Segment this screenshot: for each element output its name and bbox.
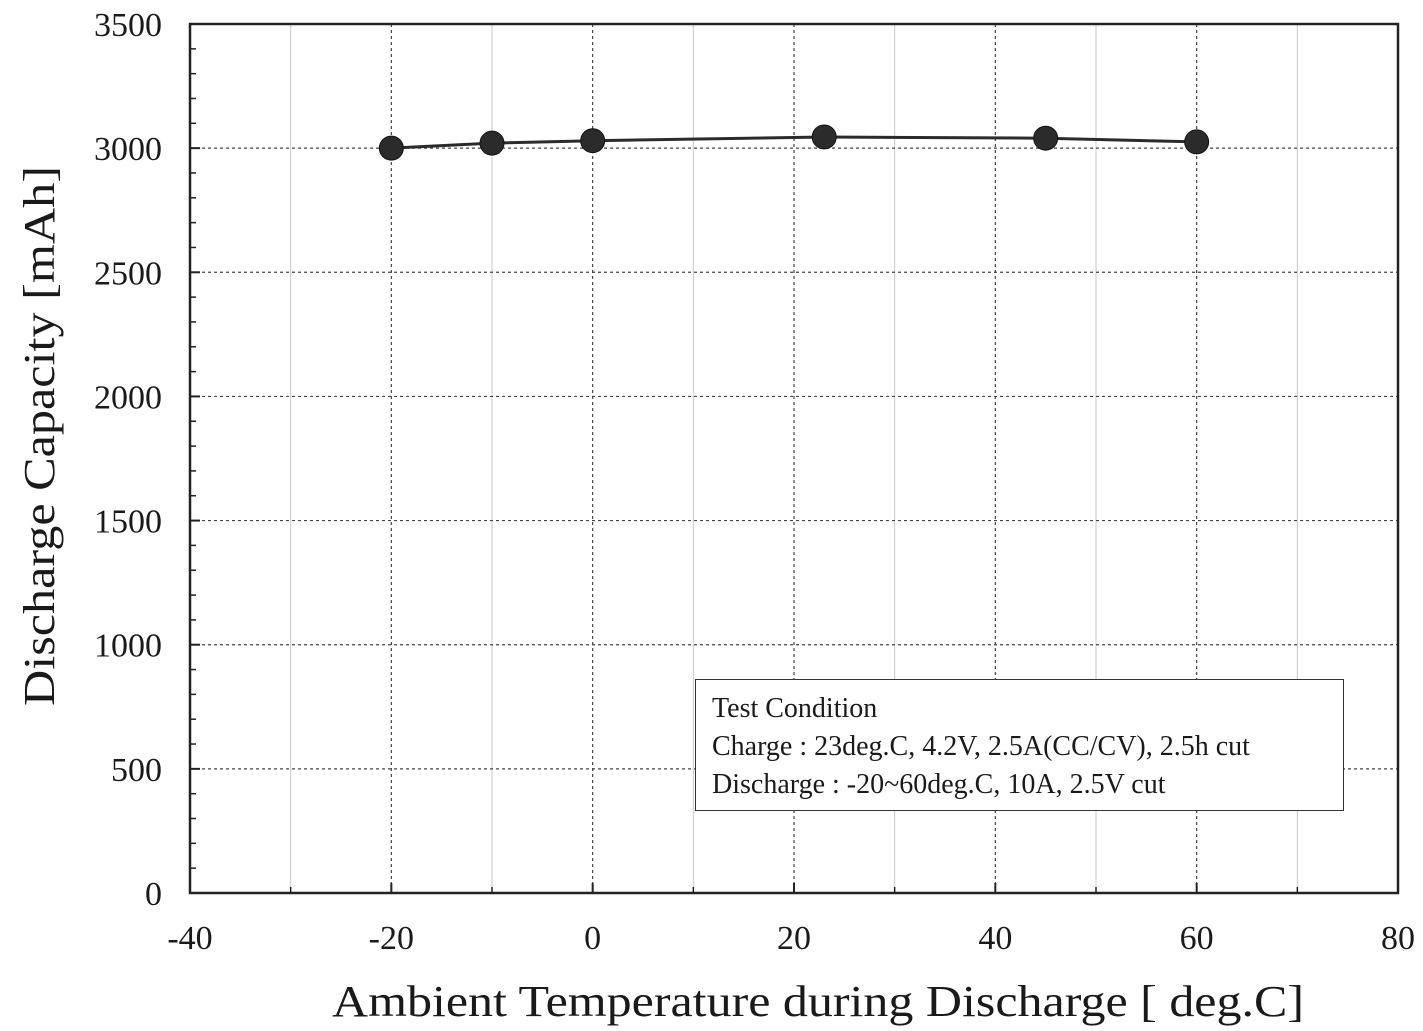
annotation-charge-line: Charge : 23deg.C, 4.2V, 2.5A(CC/CV), 2.5… xyxy=(712,731,1250,762)
y-tick-label: 3500 xyxy=(94,7,162,44)
y-axis-label: Discharge Capacity [mAh] xyxy=(15,166,64,706)
y-tick-label: 1000 xyxy=(94,628,162,665)
annotation-discharge-line: Discharge : -20~60deg.C, 10A, 2.5V cut xyxy=(712,769,1166,800)
y-tick-label: 2500 xyxy=(94,255,162,292)
data-point xyxy=(580,128,606,154)
grid xyxy=(190,24,1398,893)
annotation-title: Test Condition xyxy=(712,693,878,724)
x-tick-label: 60 xyxy=(1180,920,1214,957)
series-line xyxy=(391,135,1197,150)
x-tick-label: 40 xyxy=(978,920,1012,957)
y-tick-label: 1500 xyxy=(94,504,162,541)
x-tick-label: 20 xyxy=(777,920,811,957)
y-tick-label: 3000 xyxy=(94,131,162,168)
data-point xyxy=(1184,129,1210,155)
y-tick-label: 2000 xyxy=(94,379,162,416)
test-condition-annotation: Test Condition Charge : 23deg.C, 4.2V, 2… xyxy=(695,679,1344,811)
x-tick-label: 0 xyxy=(584,920,601,957)
y-tick-label: 500 xyxy=(111,752,162,789)
y-tick-label: 0 xyxy=(145,876,162,913)
data-point xyxy=(378,135,404,161)
tick-labels: 0 500 1000 1500 2000 2500 3000 3500 -40 -20 0 20 40 6… xyxy=(94,7,1415,957)
data-point xyxy=(1033,125,1059,151)
series-layer xyxy=(378,124,1210,161)
x-tick-label: -20 xyxy=(369,920,414,957)
x-tick-label: -40 xyxy=(167,920,212,957)
data-point xyxy=(811,124,837,150)
data-point xyxy=(479,130,505,156)
x-tick-label: 80 xyxy=(1381,920,1415,957)
x-axis-label: Ambient Temperature during Discharge [ d… xyxy=(332,977,1304,1026)
axes xyxy=(188,22,1400,895)
